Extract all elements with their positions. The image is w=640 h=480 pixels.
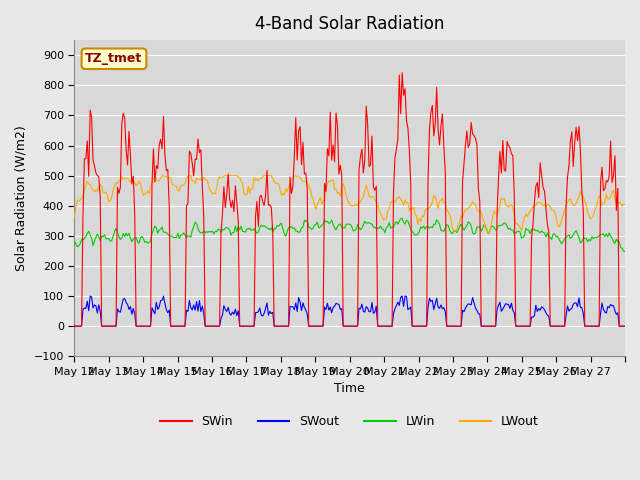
Y-axis label: Solar Radiation (W/m2): Solar Radiation (W/m2) xyxy=(15,125,28,271)
Title: 4-Band Solar Radiation: 4-Band Solar Radiation xyxy=(255,15,444,33)
Legend: SWin, SWout, LWin, LWout: SWin, SWout, LWin, LWout xyxy=(156,410,544,433)
X-axis label: Time: Time xyxy=(334,382,365,396)
Text: TZ_tmet: TZ_tmet xyxy=(85,52,143,65)
